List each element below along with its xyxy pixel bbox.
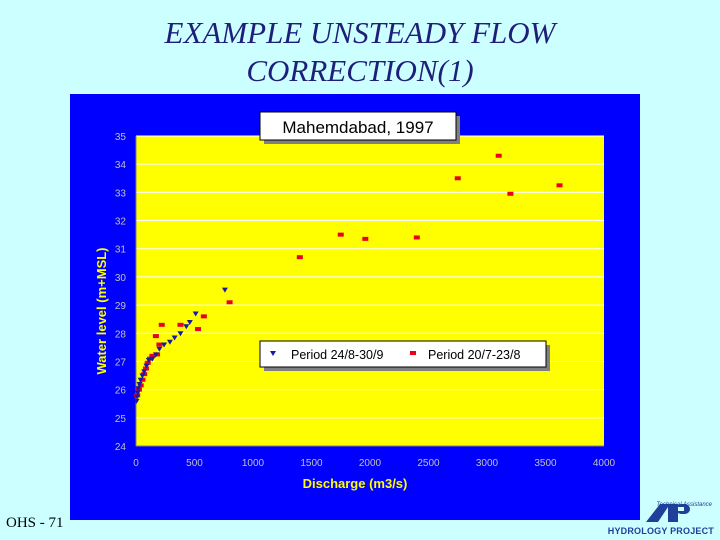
legend-series1-label: Period 24/8-30/9 bbox=[291, 348, 383, 362]
legend-series2-marker bbox=[410, 351, 416, 355]
series1-point bbox=[152, 352, 159, 358]
series2-point bbox=[156, 342, 163, 347]
legend-series2-label: Period 20/7-23/8 bbox=[428, 348, 520, 362]
series1-point bbox=[149, 356, 156, 362]
series2-point bbox=[337, 232, 344, 237]
series2-point bbox=[556, 183, 563, 188]
y-tick-label: 30 bbox=[115, 273, 127, 284]
slide-title: EXAMPLE UNSTEADY FLOW CORRECTION(1) bbox=[0, 14, 720, 90]
series1-point bbox=[177, 331, 184, 337]
y-tick-label: 27 bbox=[115, 357, 127, 368]
chart-title-box bbox=[259, 111, 457, 141]
series1-point bbox=[136, 382, 143, 387]
series1-point bbox=[171, 335, 178, 341]
series2-point bbox=[495, 153, 502, 158]
series1-point bbox=[133, 398, 140, 404]
series1-point bbox=[135, 386, 142, 392]
hp-logo-icon bbox=[646, 504, 690, 522]
series2-point bbox=[142, 366, 149, 371]
series1-point bbox=[161, 342, 168, 348]
series2-point bbox=[137, 383, 144, 388]
series2-point bbox=[144, 360, 151, 365]
x-tick-label: 3500 bbox=[534, 458, 557, 469]
x-tick-label: 1000 bbox=[242, 458, 265, 469]
x-tick-label: 4000 bbox=[593, 458, 616, 469]
x-tick-label: 2000 bbox=[359, 458, 382, 469]
series1-point bbox=[134, 394, 141, 400]
legend-series1-marker bbox=[270, 351, 276, 356]
logo-text: HYDROLOGY PROJECT bbox=[607, 526, 714, 536]
series1-point bbox=[221, 287, 228, 293]
logo-subtitle: Technical Assistance bbox=[656, 502, 712, 508]
y-tick-label: 34 bbox=[115, 160, 127, 171]
slide-title-line1: EXAMPLE UNSTEADY FLOW bbox=[164, 15, 556, 50]
x-tick-label: 1500 bbox=[300, 458, 323, 469]
series2-point bbox=[158, 322, 165, 327]
series1-point bbox=[156, 346, 163, 352]
y-tick-label: 28 bbox=[115, 329, 127, 340]
slide-footer: OHS - 71 bbox=[6, 515, 64, 531]
series2-point bbox=[200, 314, 207, 319]
series1-point bbox=[183, 324, 190, 330]
y-tick-label: 29 bbox=[115, 301, 127, 312]
series1-point bbox=[143, 363, 150, 369]
series1-point bbox=[192, 311, 199, 317]
series2-point bbox=[149, 353, 156, 358]
y-tick-label: 35 bbox=[115, 132, 127, 143]
series1-point bbox=[139, 373, 146, 379]
series2-point bbox=[226, 300, 233, 305]
x-tick-label: 3000 bbox=[476, 458, 499, 469]
series2-point bbox=[177, 322, 184, 327]
x-tick-label: 2500 bbox=[417, 458, 440, 469]
y-tick-label: 32 bbox=[115, 217, 127, 228]
x-axis-title: Discharge (m3/s) bbox=[303, 476, 408, 491]
x-tick-label: 0 bbox=[133, 458, 139, 469]
series2-point bbox=[507, 191, 514, 196]
y-tick-label: 24 bbox=[115, 442, 127, 453]
y-tick-label: 31 bbox=[115, 245, 127, 256]
series1-point bbox=[166, 339, 173, 345]
x-tick-label: 500 bbox=[186, 458, 203, 469]
series2-point bbox=[362, 236, 369, 241]
series1-point bbox=[186, 320, 193, 325]
series2-point bbox=[296, 255, 303, 260]
series1-point bbox=[141, 369, 148, 375]
hydrology-project-logo: Technical Assistance HYDROLOGY PROJECT bbox=[602, 500, 714, 536]
series2-point bbox=[413, 235, 420, 240]
series2-point bbox=[454, 176, 461, 181]
y-tick-label: 33 bbox=[115, 188, 127, 199]
plot-area bbox=[136, 136, 604, 446]
series2-point bbox=[195, 327, 202, 332]
series2-point bbox=[152, 334, 159, 339]
series1-point bbox=[134, 390, 141, 396]
y-axis-title: Water level (m+MSL) bbox=[94, 247, 109, 374]
series1-point bbox=[145, 358, 152, 364]
legend-box bbox=[259, 340, 547, 368]
y-tick-label: 26 bbox=[115, 386, 127, 397]
series1-point bbox=[137, 377, 144, 383]
y-tick-label: 25 bbox=[115, 414, 127, 425]
rating-curve-chart: 24 25 26 27 28 29 30 31 32 33 34 35 0 500 1000 1500 2000… bbox=[70, 94, 640, 520]
slide-title-line2: CORRECTION(1) bbox=[246, 53, 474, 88]
chart-title: Mahemdabad, 1997 bbox=[282, 118, 433, 137]
